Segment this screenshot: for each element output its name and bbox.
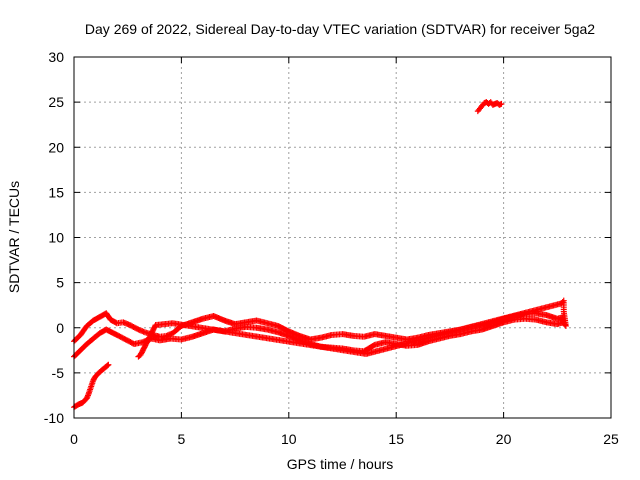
x-tick-label: 20 — [496, 431, 512, 447]
y-tick-label: 5 — [56, 275, 64, 291]
axis-ticks: 0 5 10 15 20 25 -10 -5 0 5 10 15 20 25 30 — [44, 49, 619, 447]
y-tick-label: 20 — [48, 139, 64, 155]
x-tick-label: 25 — [603, 431, 619, 447]
data-point-marker — [104, 362, 111, 369]
x-tick-label: 0 — [70, 431, 78, 447]
data-point-marker — [559, 317, 566, 324]
y-tick-label: 30 — [48, 49, 64, 65]
y-tick-label: -5 — [52, 365, 65, 381]
grid-lines — [74, 57, 611, 418]
track-scattered-points — [135, 297, 569, 360]
y-tick-label: -10 — [44, 410, 64, 426]
data-point-marker — [498, 100, 505, 107]
y-tick-label: 0 — [56, 320, 64, 336]
x-tick-label: 15 — [388, 431, 404, 447]
data-point-marker — [559, 299, 566, 306]
y-tick-label: 15 — [48, 184, 64, 200]
data-points — [71, 99, 569, 411]
x-axis-label: GPS time / hours — [287, 456, 394, 472]
track-early-low — [71, 361, 112, 411]
y-tick-label: 25 — [48, 94, 64, 110]
track-high-cluster — [474, 99, 505, 115]
y-tick-label: 10 — [48, 230, 64, 246]
x-tick-label: 5 — [178, 431, 186, 447]
data-point-marker — [558, 316, 565, 323]
x-tick-label: 10 — [281, 431, 297, 447]
data-point-marker — [105, 361, 112, 368]
chart-title: Day 269 of 2022, Sidereal Day-to-day VTE… — [85, 21, 595, 37]
y-axis-label: SDTVAR / TECUs — [6, 181, 22, 293]
